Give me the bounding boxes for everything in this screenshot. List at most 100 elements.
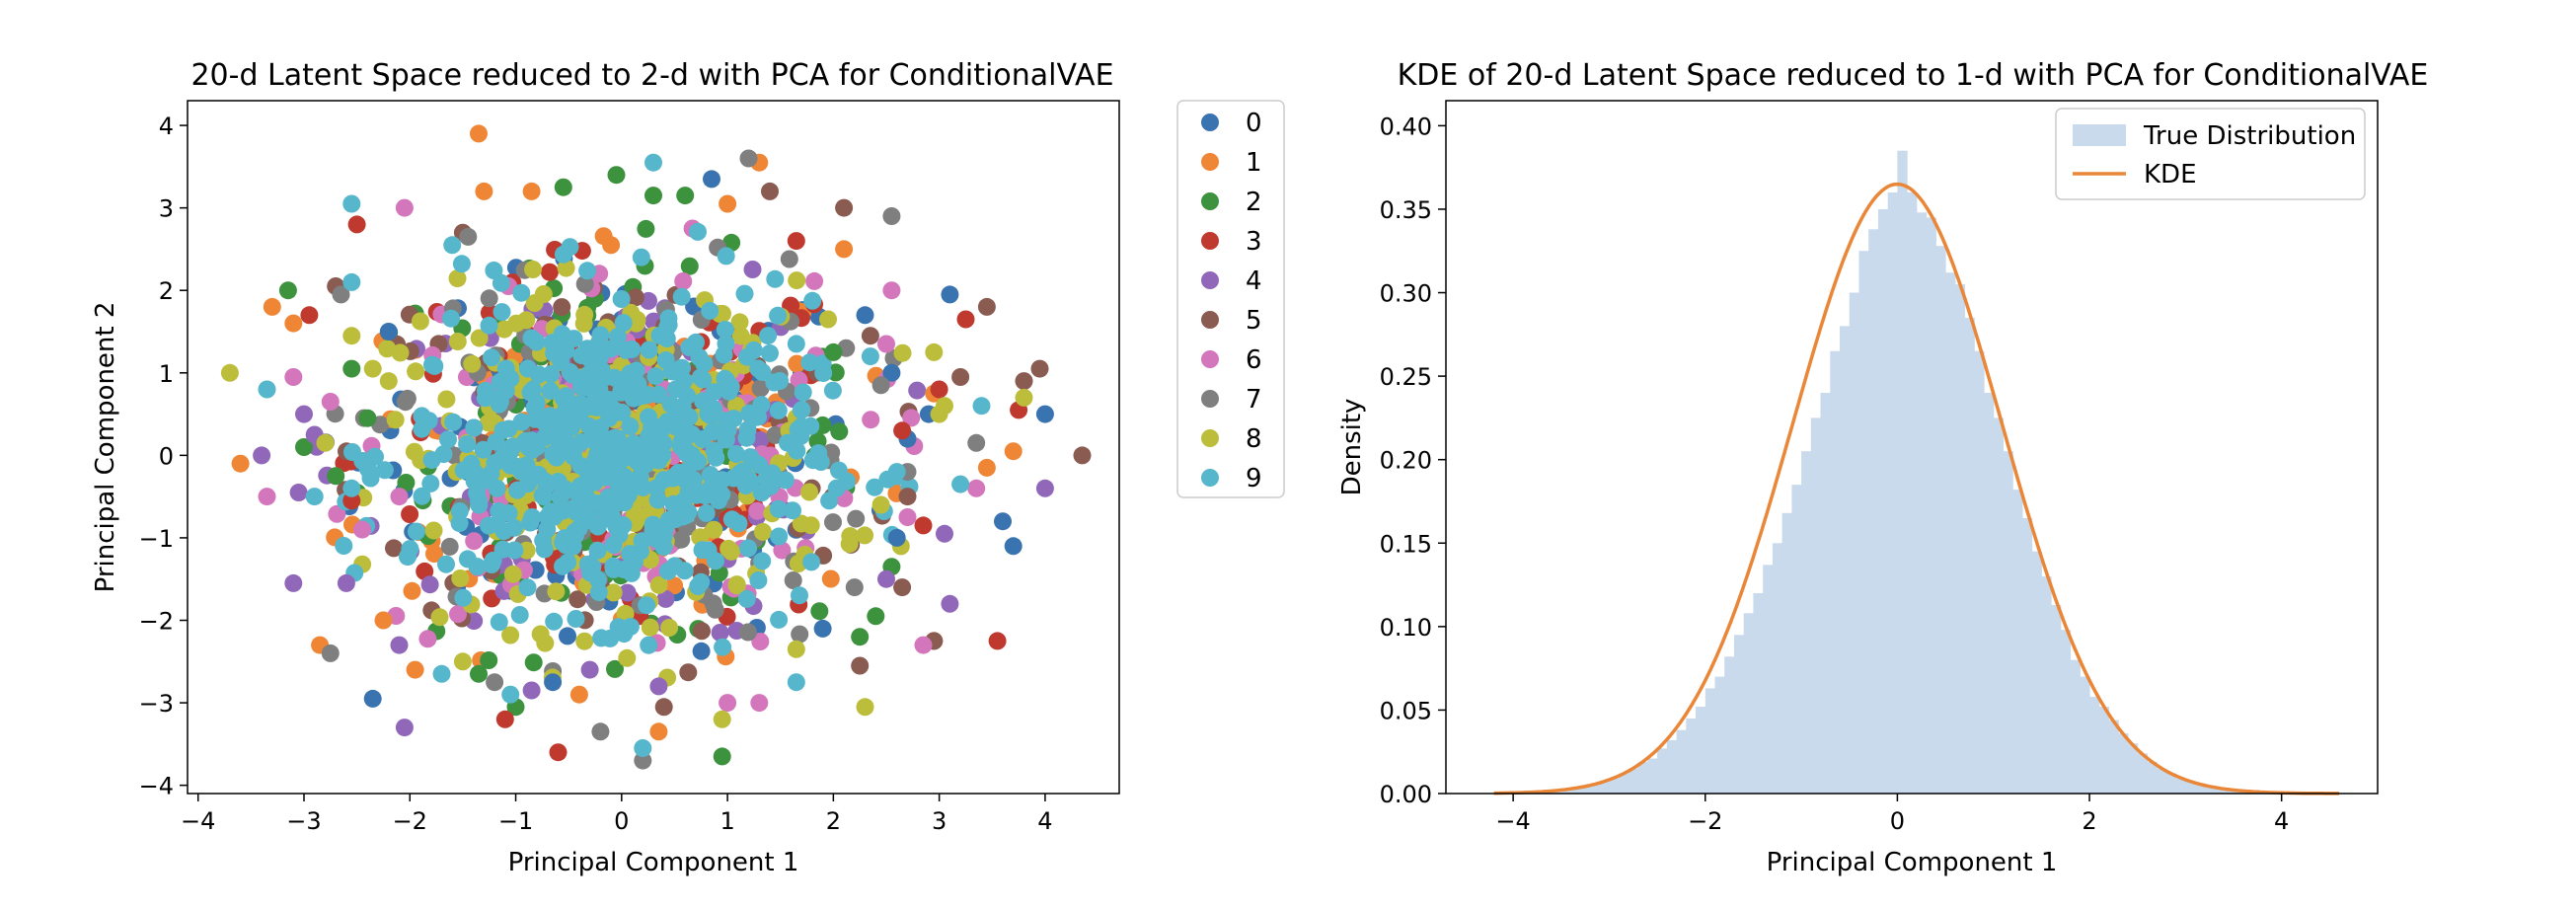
histogram-bar bbox=[1993, 417, 2004, 794]
histogram-bar bbox=[1781, 512, 1792, 794]
scatter-x-label: Principal Component 1 bbox=[508, 848, 799, 877]
scatter-point bbox=[882, 363, 901, 382]
y-tick-label: 1 bbox=[159, 360, 174, 388]
scatter-point bbox=[637, 219, 655, 238]
kde-chart: KDE of 20-d Latent Space reduced to 1-d … bbox=[1337, 58, 2428, 877]
scatter-point bbox=[440, 537, 459, 556]
x-tick-label: 0 bbox=[614, 807, 629, 835]
scatter-point bbox=[699, 541, 718, 560]
legend-label: True Distribution bbox=[2143, 121, 2356, 151]
scatter-point bbox=[470, 124, 488, 143]
scatter-point bbox=[395, 719, 414, 737]
scatter-point bbox=[814, 364, 833, 382]
legend-marker bbox=[1201, 311, 1219, 329]
scatter-point bbox=[591, 722, 610, 741]
histogram-bar bbox=[2157, 768, 2167, 794]
scatter-point bbox=[658, 562, 677, 580]
scatter-point bbox=[403, 581, 421, 600]
scatter-point bbox=[727, 445, 745, 463]
scatter-point bbox=[830, 422, 849, 441]
scatter-point bbox=[951, 475, 970, 493]
scatter-point bbox=[644, 447, 662, 466]
scatter-point bbox=[713, 747, 731, 766]
scatter-point bbox=[602, 236, 621, 255]
scatter-point bbox=[574, 314, 593, 333]
scatter-point bbox=[690, 484, 709, 502]
scatter-point bbox=[646, 367, 665, 386]
scatter-plot-area bbox=[220, 124, 1092, 770]
histogram-bar bbox=[1570, 788, 1581, 794]
scatter-point bbox=[673, 397, 692, 416]
scatter-point bbox=[418, 630, 437, 648]
x-tick-label: −4 bbox=[1495, 807, 1530, 835]
scatter-point bbox=[585, 452, 604, 471]
scatter-point bbox=[462, 454, 481, 473]
scatter-point bbox=[492, 303, 511, 322]
scatter-point bbox=[621, 417, 640, 435]
scatter-point bbox=[672, 287, 691, 306]
scatter-point bbox=[278, 281, 297, 300]
scatter-point bbox=[656, 351, 675, 369]
histogram-bar bbox=[2031, 551, 2042, 794]
scatter-point bbox=[803, 291, 822, 310]
histogram-bar bbox=[1772, 543, 1783, 794]
scatter-point bbox=[575, 274, 594, 293]
scatter-point bbox=[452, 255, 471, 273]
histogram-bar bbox=[2060, 630, 2072, 794]
histogram-bar bbox=[1724, 656, 1735, 794]
histogram-bar bbox=[2070, 659, 2081, 794]
scatter-point bbox=[751, 633, 770, 650]
scatter-point bbox=[253, 446, 271, 465]
scatter-point bbox=[736, 477, 755, 494]
scatter-point bbox=[813, 619, 832, 638]
scatter-point bbox=[363, 689, 382, 708]
scatter-point bbox=[589, 583, 608, 601]
legend-label: 6 bbox=[1246, 345, 1262, 375]
scatter-point bbox=[480, 651, 498, 669]
scatter-point bbox=[641, 618, 659, 637]
scatter-point bbox=[1015, 388, 1033, 407]
scatter-point bbox=[665, 467, 684, 486]
legend-label: 1 bbox=[1246, 148, 1262, 178]
kde-line bbox=[1493, 182, 2340, 796]
scatter-point bbox=[715, 345, 733, 364]
scatter-point bbox=[703, 170, 720, 189]
scatter-point bbox=[601, 505, 620, 524]
scatter-point bbox=[465, 532, 484, 551]
scatter-point bbox=[601, 445, 620, 464]
scatter-point bbox=[660, 619, 679, 637]
scatter-point bbox=[284, 368, 303, 386]
scatter-point bbox=[495, 710, 514, 728]
y-tick-label: 2 bbox=[159, 277, 174, 305]
scatter-point bbox=[770, 610, 789, 629]
scatter-point bbox=[644, 515, 662, 534]
scatter-point bbox=[231, 454, 250, 473]
scatter-point bbox=[397, 474, 416, 492]
scatter-point bbox=[788, 354, 806, 373]
histogram-bar bbox=[1954, 284, 1966, 795]
scatter-point bbox=[773, 541, 792, 560]
histogram-bar bbox=[1887, 192, 1898, 794]
scatter-point bbox=[342, 479, 361, 497]
histogram-bar bbox=[1849, 292, 1859, 794]
scatter-point bbox=[547, 413, 566, 431]
scatter-point bbox=[407, 362, 425, 381]
scatter-point bbox=[673, 507, 692, 526]
scatter-point bbox=[902, 409, 921, 427]
histogram-bar bbox=[1974, 350, 1985, 794]
scatter-point bbox=[437, 390, 456, 409]
legend-label: 5 bbox=[1246, 306, 1262, 336]
histogram-bar bbox=[1619, 773, 1629, 794]
histogram-bar bbox=[2089, 696, 2100, 794]
scatter-point bbox=[518, 578, 537, 597]
scatter-point bbox=[358, 459, 377, 478]
scatter-point bbox=[788, 271, 806, 290]
x-tick-label: 4 bbox=[2274, 807, 2289, 835]
scatter-point bbox=[634, 478, 652, 496]
scatter-point bbox=[580, 417, 599, 435]
scatter-point bbox=[470, 329, 489, 347]
scatter-point bbox=[1030, 359, 1049, 378]
scatter-point bbox=[483, 348, 500, 367]
scatter-point bbox=[534, 531, 553, 550]
y-tick-label: −3 bbox=[139, 690, 174, 718]
